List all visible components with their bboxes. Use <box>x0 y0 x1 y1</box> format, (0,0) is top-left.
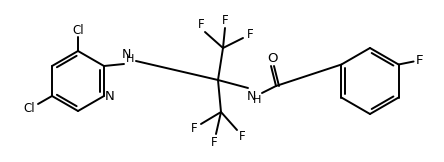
Text: Cl: Cl <box>72 23 84 36</box>
Text: F: F <box>239 131 246 144</box>
Text: Cl: Cl <box>23 103 35 116</box>
Text: F: F <box>247 29 254 41</box>
Text: F: F <box>198 18 204 31</box>
Text: H: H <box>126 54 134 64</box>
Text: F: F <box>222 15 228 28</box>
Text: O: O <box>267 52 277 64</box>
Text: F: F <box>211 135 217 149</box>
Text: N: N <box>105 89 115 103</box>
Text: H: H <box>253 95 261 105</box>
Text: F: F <box>190 122 197 134</box>
Text: N: N <box>246 89 256 103</box>
Text: N: N <box>121 47 131 60</box>
Text: F: F <box>416 54 423 67</box>
